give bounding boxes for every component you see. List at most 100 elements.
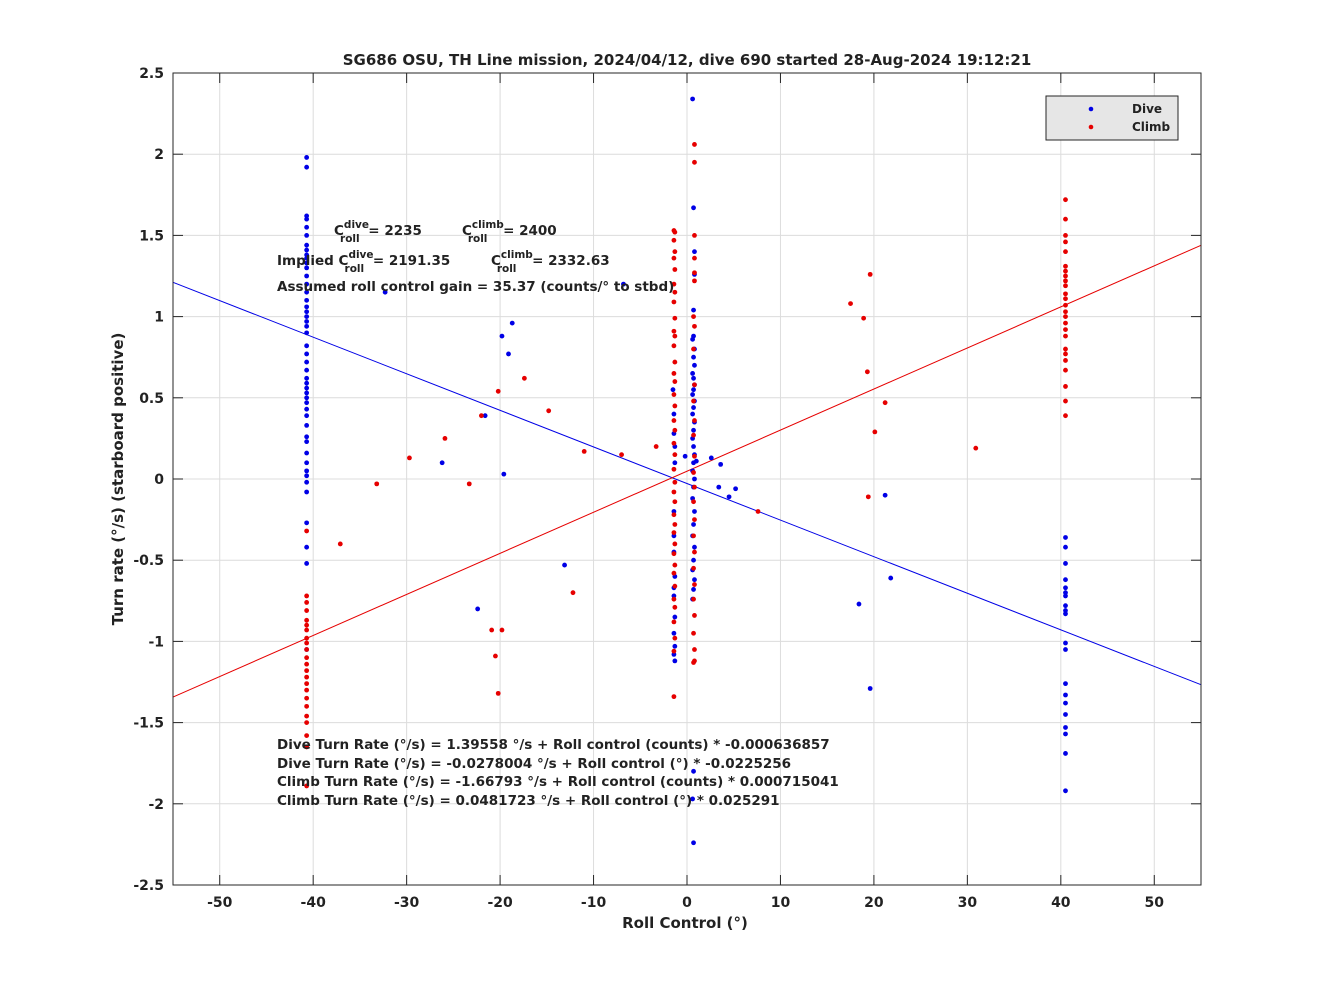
- climb-point: [1063, 278, 1068, 284]
- c-roll-climb-annotation: Cclimb roll = 2400: [462, 219, 557, 245]
- dive-point: [304, 385, 310, 391]
- climb-point: [692, 453, 697, 459]
- dive-point: [304, 468, 310, 474]
- dive-point: [304, 520, 310, 526]
- climb-point: [671, 596, 677, 602]
- x-axis-label: Roll Control (°): [622, 914, 748, 932]
- climb-point: [1063, 320, 1068, 326]
- dive-point: [304, 233, 310, 238]
- climb-point: [691, 596, 696, 602]
- dive-point: [304, 375, 310, 381]
- climb-point: [672, 562, 678, 568]
- climb-point: [691, 314, 696, 319]
- dive-point: [692, 577, 697, 583]
- climb-point: [672, 289, 678, 295]
- climb-point: [1063, 197, 1068, 203]
- dive-point: [304, 450, 310, 456]
- dive-point: [691, 354, 696, 360]
- y-tick-label: -2: [148, 797, 164, 813]
- climb-point: [1063, 358, 1068, 363]
- climb-point: [304, 627, 310, 633]
- dive-point: [304, 473, 310, 479]
- climb-point: [304, 674, 310, 680]
- dive-point: [690, 392, 696, 397]
- y-tick-label: -1: [148, 634, 164, 650]
- dive-point: [672, 460, 678, 466]
- climb-point: [499, 627, 505, 633]
- climb-point: [672, 379, 678, 384]
- dive-point: [506, 351, 511, 357]
- y-tick-label: -0.5: [133, 553, 164, 569]
- dive-point: [1063, 603, 1068, 609]
- series-climb: [304, 142, 1068, 789]
- climb-point: [304, 744, 310, 750]
- climb-point: [671, 648, 677, 654]
- climb-point: [691, 533, 696, 539]
- climb-point: [691, 470, 696, 475]
- climb-point: [692, 270, 697, 276]
- dive-point: [562, 562, 567, 568]
- dive-point: [690, 96, 696, 102]
- dive-point: [304, 434, 310, 440]
- climb-point: [671, 489, 677, 495]
- climb-point: [671, 237, 677, 243]
- climb-point: [671, 328, 677, 334]
- climb-point: [692, 278, 697, 284]
- dive-point: [691, 375, 696, 381]
- dive-point: [1063, 731, 1068, 737]
- climb-point: [671, 551, 677, 557]
- dive-point: [690, 796, 696, 802]
- climb-point: [692, 647, 697, 652]
- dive-point: [691, 387, 696, 393]
- implied-dive-annotation: Implied Cdive roll = 2191.35: [277, 249, 450, 275]
- dive-point: [670, 387, 676, 393]
- climb-point: [672, 583, 678, 589]
- dive-point: [304, 216, 310, 222]
- climb-point: [692, 323, 697, 329]
- climb-point: [671, 619, 677, 625]
- dive-point: [691, 587, 696, 592]
- climb-point: [304, 528, 310, 534]
- climb-point: [1063, 413, 1068, 419]
- climb-point: [882, 400, 888, 406]
- x-tick-label: -40: [301, 895, 327, 911]
- equation-climb-degrees: Climb Turn Rate (°/s) = 0.0481723 °/s + …: [277, 793, 780, 809]
- climb-point: [671, 418, 677, 423]
- climb-point: [337, 541, 343, 547]
- climb-point: [672, 267, 678, 272]
- dive-point: [692, 362, 697, 368]
- climb-point: [304, 617, 310, 623]
- climb-point: [1063, 398, 1068, 404]
- dive-point: [691, 444, 696, 449]
- climb-point: [466, 481, 472, 487]
- x-tick-label: -50: [207, 895, 233, 911]
- x-tick-label: -20: [487, 895, 513, 911]
- dive-point: [692, 544, 697, 550]
- dive-point: [691, 307, 696, 313]
- climb-point: [570, 590, 576, 596]
- climb-point: [521, 375, 527, 381]
- climb-point: [1063, 291, 1068, 297]
- climb-point: [872, 429, 878, 435]
- climb-point: [1063, 302, 1068, 308]
- climb-point: [304, 600, 310, 605]
- climb-point: [304, 713, 310, 719]
- dive-point: [1063, 585, 1068, 591]
- y-tick-label: 2: [154, 147, 164, 163]
- dive-point: [304, 319, 310, 324]
- dive-point: [499, 333, 505, 339]
- climb-point: [1063, 367, 1068, 373]
- legend-dive-label: Dive: [1132, 102, 1162, 116]
- climb-point: [1063, 263, 1068, 269]
- dive-point: [439, 460, 445, 466]
- climb-point: [1063, 296, 1068, 302]
- climb-point: [304, 695, 310, 701]
- dive-point: [1063, 692, 1068, 698]
- climb-point: [1063, 333, 1068, 339]
- dive-point: [382, 289, 388, 295]
- dive-point: [304, 406, 310, 412]
- climb-point: [546, 408, 552, 414]
- dive-point: [475, 606, 481, 612]
- climb-point: [1063, 327, 1068, 332]
- climb-point: [672, 403, 678, 409]
